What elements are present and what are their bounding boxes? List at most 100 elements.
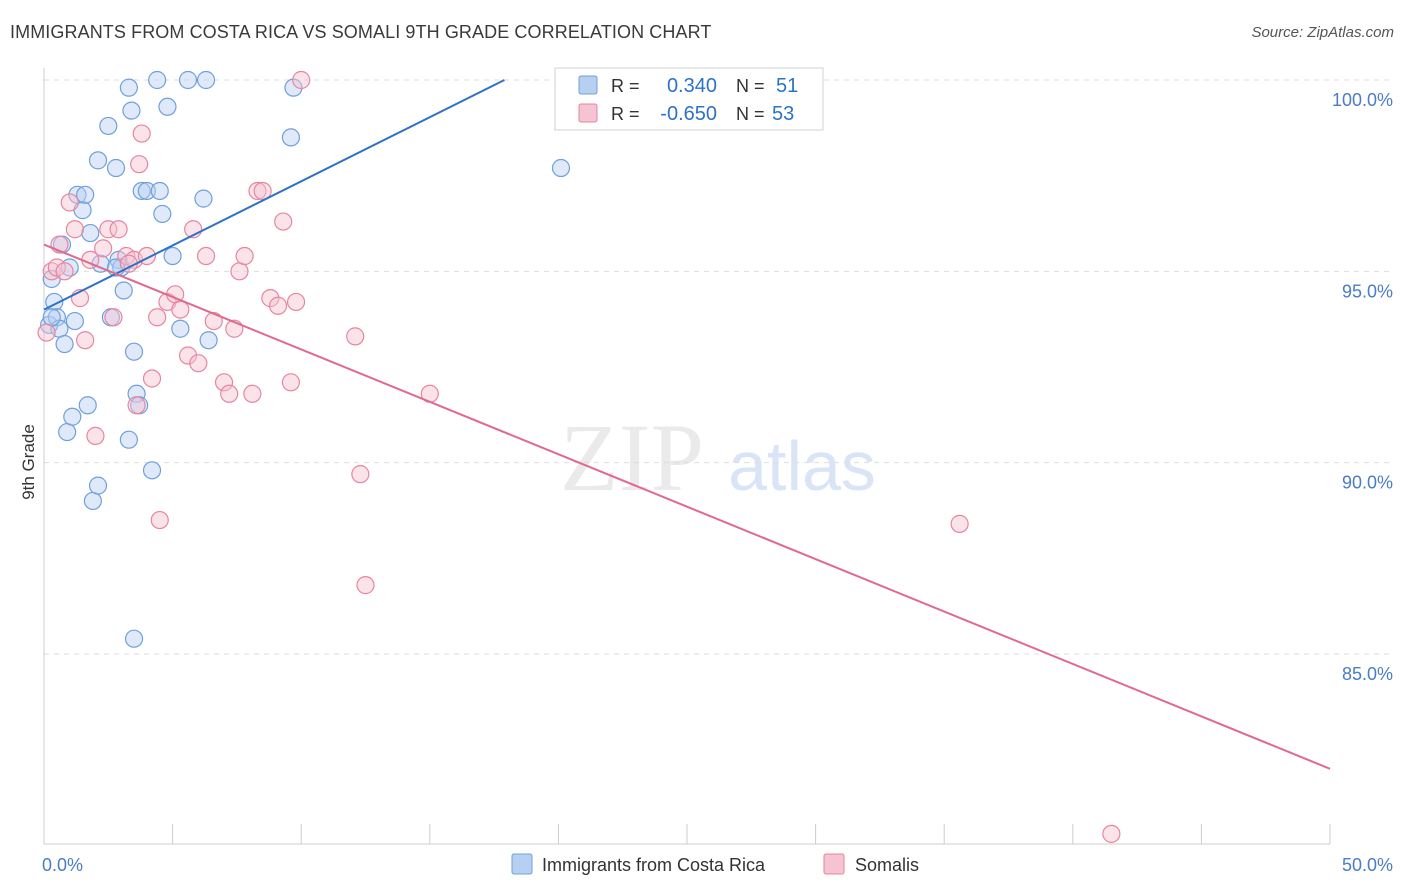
point-somalis-44: [286, 292, 306, 312]
point-costa-rica-18: [99, 116, 118, 136]
point-somalis-12: [99, 220, 118, 239]
legend-r-value-2: -0.650: [660, 103, 717, 125]
point-costa-rica-38: [163, 246, 182, 266]
point-somalis-5: [60, 193, 79, 212]
y-tick-label-2: 90.0%: [1342, 473, 1393, 493]
point-costa-rica-45: [284, 78, 303, 97]
point-somalis-11: [94, 239, 113, 258]
point-somalis-13: [104, 308, 123, 327]
point-somalis-48: [356, 576, 375, 595]
point-somalis-6: [65, 220, 84, 239]
point-somalis-4: [55, 262, 74, 281]
legend-swatch-blue: [578, 75, 598, 95]
point-costa-rica-3: [47, 308, 66, 327]
point-costa-rica-41: [194, 189, 213, 208]
point-somalis-43: [281, 373, 301, 392]
point-costa-rica-35: [150, 181, 169, 201]
point-costa-rica-32: [137, 181, 156, 201]
point-somalis-38: [248, 181, 267, 201]
point-somalis-22: [148, 308, 167, 327]
point-costa-rica-49: [78, 396, 97, 415]
point-somalis-27: [178, 346, 198, 365]
point-somalis-35: [230, 262, 249, 281]
point-costa-rica-40: [178, 70, 198, 90]
source-label: Source: ZipAtlas.com: [1251, 24, 1394, 41]
point-costa-rica-39: [171, 319, 190, 338]
correlation-legend: R = 0.340 N = 51 R = -0.650 N = 53: [554, 67, 824, 131]
point-somalis-0: [37, 323, 56, 342]
point-costa-rica-48: [63, 407, 82, 426]
point-costa-rica-14: [83, 491, 102, 511]
point-somalis-10: [86, 426, 105, 445]
legend-r-label-2: R =: [611, 104, 640, 124]
point-somalis-21: [142, 369, 162, 388]
tick-labels: 100.0% 95.0% 90.0% 85.0% 0.0% 50.0%: [42, 90, 1393, 875]
point-somalis-42: [274, 212, 293, 231]
point-costa-rica-33: [142, 461, 162, 480]
point-somalis-26: [171, 300, 190, 319]
point-costa-rica-15: [88, 476, 108, 495]
point-somalis-31: [204, 311, 223, 331]
point-somalis-45: [292, 70, 311, 90]
point-costa-rica-25: [119, 430, 138, 449]
point-somalis-32: [214, 373, 234, 392]
axes: [43, 68, 1331, 845]
point-somalis-47: [351, 465, 370, 484]
series-legend-label-costa-rica: Immigrants from Costa Rica: [542, 855, 766, 875]
point-somalis-46: [346, 327, 365, 346]
point-costa-rica-12: [76, 185, 95, 204]
watermark-atlas: atlas: [728, 427, 876, 505]
point-somalis-17: [127, 396, 146, 415]
legend-n-label-1: N =: [736, 76, 765, 96]
series-legend-swatch-somalis: [823, 853, 845, 875]
point-costa-rica-47: [42, 308, 61, 327]
point-somalis-41: [268, 296, 288, 315]
data-points: [37, 70, 1121, 843]
point-somalis-29: [189, 354, 208, 373]
point-costa-rica-9: [65, 311, 84, 331]
series-legend-label-somalis: Somalis: [855, 855, 919, 875]
trend-lines: [43, 79, 1331, 770]
point-costa-rica-28: [124, 629, 144, 648]
trend-line-costa-rica: [43, 79, 505, 311]
legend-n-value-2: 53: [772, 103, 794, 125]
point-costa-rica-20: [106, 158, 126, 178]
point-costa-rica-36: [153, 204, 172, 224]
point-costa-rica-26: [122, 101, 141, 120]
point-somalis-51: [1102, 824, 1121, 843]
point-costa-rica-23: [114, 281, 133, 300]
point-costa-rica-27: [124, 342, 144, 361]
point-costa-rica-31: [132, 181, 151, 201]
point-somalis-14: [109, 220, 128, 239]
point-costa-rica-24: [119, 78, 138, 97]
point-somalis-37: [243, 384, 262, 403]
trend-line-somalis: [43, 243, 1331, 770]
point-somalis-33: [220, 384, 239, 403]
gridlines: [44, 79, 1392, 655]
point-costa-rica-44: [281, 128, 301, 147]
y-tick-label-3: 85.0%: [1342, 664, 1393, 684]
series-legend: Immigrants from Costa Rica Somalis: [511, 853, 919, 875]
point-somalis-19: [132, 124, 151, 143]
point-costa-rica-16: [88, 151, 108, 170]
y-axis-label: 9th Grade: [19, 424, 38, 500]
point-costa-rica-42: [196, 70, 216, 90]
point-somalis-30: [196, 246, 216, 266]
point-somalis-23: [150, 510, 169, 530]
series-legend-swatch-costa-rica: [511, 853, 533, 875]
point-costa-rica-43: [199, 331, 218, 350]
point-costa-rica-7: [58, 422, 77, 442]
legend-n-label-2: N =: [736, 104, 765, 124]
point-costa-rica-46: [551, 158, 571, 178]
x-tick-label-0: 0.0%: [42, 855, 83, 875]
chart-title: IMMIGRANTS FROM COSTA RICA VS SOMALI 9TH…: [10, 22, 712, 42]
x-tick-label-1: 50.0%: [1342, 855, 1393, 875]
point-somalis-36: [235, 246, 254, 266]
point-somalis-8: [76, 331, 95, 350]
point-costa-rica-37: [158, 97, 177, 116]
legend-r-value-1: 0.340: [667, 75, 717, 97]
y-tick-label-0: 100.0%: [1332, 90, 1393, 110]
legend-r-label-1: R =: [611, 76, 640, 96]
point-somalis-18: [130, 155, 149, 174]
